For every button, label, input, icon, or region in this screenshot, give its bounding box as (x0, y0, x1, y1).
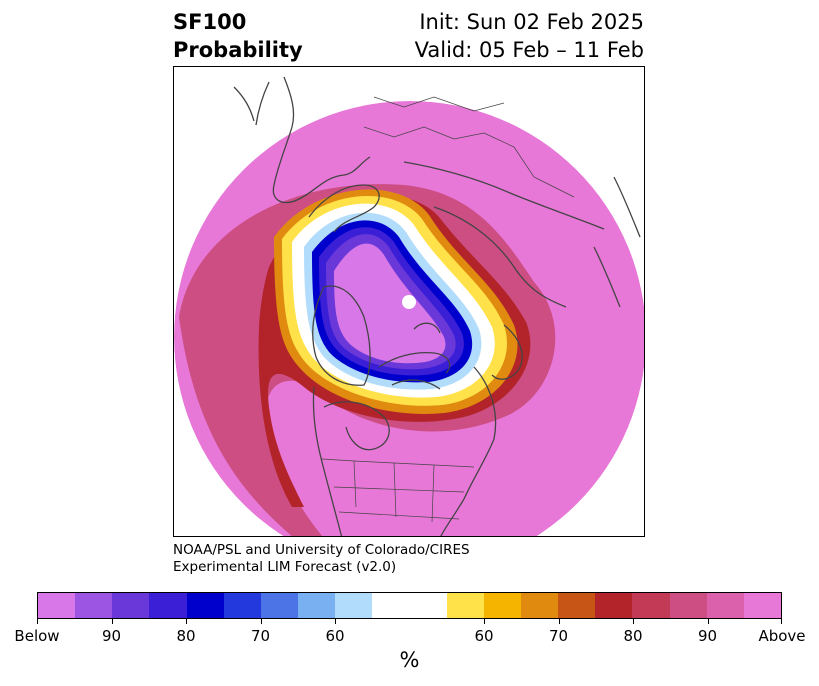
colorbar-tick (633, 619, 634, 624)
colorbar-tick (260, 619, 262, 624)
coast-north-africa (233, 81, 270, 126)
border-us-states-1 (353, 460, 435, 523)
variable-name: SF100 (173, 10, 247, 34)
border-eurasia-1 (363, 126, 515, 148)
coast-pacific-east (593, 176, 641, 308)
valid-range: Valid: 05 Feb – 11 Feb (414, 38, 644, 62)
coast-asia-north (403, 161, 605, 230)
colorbar-tick (37, 619, 38, 624)
colorbar-tick (707, 619, 709, 624)
coast-scandinavia (308, 184, 380, 233)
colorbar-segment (743, 593, 782, 618)
colorbar-unit: % (399, 648, 420, 672)
coast-siberia (433, 206, 567, 308)
colorbar-segment (38, 593, 76, 618)
colorbar-labels: Below 90 80 70 60 60 70 80 90 Above (14, 627, 805, 647)
colorbar-segment (632, 593, 670, 618)
colorbar (37, 592, 782, 619)
variable-subtitle: Probability (173, 38, 303, 62)
colorbar-segment (669, 593, 707, 618)
credit-line-2: Experimental LIM Forecast (v2.0) (173, 559, 397, 575)
colorbar-segment (149, 593, 187, 618)
border-eurasia-2 (373, 96, 505, 112)
coast-europe (272, 76, 371, 204)
coast-greenland (312, 285, 371, 386)
colorbar-segment (595, 593, 633, 618)
colorbar-tick (484, 619, 485, 624)
colorbar-tick (111, 619, 113, 624)
colorbar-segment (335, 593, 373, 618)
colorbar-tick (558, 619, 560, 624)
map-canvas (174, 76, 644, 536)
coast-north-america-east (312, 386, 343, 536)
colorbar-tick-label: 70 (548, 627, 569, 645)
colorbar-segment (260, 593, 299, 618)
colorbar-segment (112, 593, 150, 618)
coast-north-america-west (440, 366, 497, 536)
map-title-dates: Init: Sun 02 Feb 2025 Valid: 05 Feb – 11… (415, 8, 644, 64)
colorbar-tick-label: 90 (697, 627, 718, 645)
colorbar-segment (372, 593, 447, 618)
colorbar-segment (483, 593, 522, 618)
colorbar-segment (446, 593, 484, 618)
colorbar-tick-label: Below (14, 627, 60, 645)
colorbar-tick-label: 60 (325, 627, 345, 645)
field-band-below (334, 243, 446, 364)
colorbar-tick-label: 80 (176, 627, 196, 645)
coast-canada-arctic (378, 322, 451, 390)
colorbar-segment (223, 593, 261, 618)
coast-hudson-bay (323, 401, 390, 451)
colorbar-tick-label: 90 (101, 627, 122, 645)
borders (321, 96, 575, 523)
init-date: Init: Sun 02 Feb 2025 (419, 10, 644, 34)
polar-map (173, 66, 645, 537)
colorbar-tick (781, 619, 782, 624)
colorbar-segment (298, 593, 336, 618)
border-us-states-2 (333, 486, 465, 520)
colorbar-segment (75, 593, 113, 618)
colorbar-tick-label: 60 (474, 627, 494, 645)
colorbar-segment (706, 593, 744, 618)
border-eurasia-3 (513, 146, 575, 198)
colorbar-ticks (37, 619, 782, 627)
colorbar-segment (558, 593, 596, 618)
colorbar-tick-label: Above (758, 627, 806, 645)
map-credit: NOAA/PSL and University of Colorado/CIRE… (173, 542, 470, 576)
colorbar-segment (186, 593, 224, 618)
colorbar-tick-label: 80 (623, 627, 643, 645)
map-title-variable: SF100 Probability (173, 8, 303, 64)
pole-hole (402, 295, 416, 309)
credit-line-1: NOAA/PSL and University of Colorado/CIRE… (173, 542, 470, 558)
colorbar-tick (335, 619, 336, 624)
colorbar-tick-label: 70 (250, 627, 271, 645)
coastlines (233, 76, 641, 536)
colorbar-segment (521, 593, 559, 618)
probability-field (174, 101, 644, 536)
coast-alaska (491, 324, 523, 380)
colorbar-tick (186, 619, 187, 624)
